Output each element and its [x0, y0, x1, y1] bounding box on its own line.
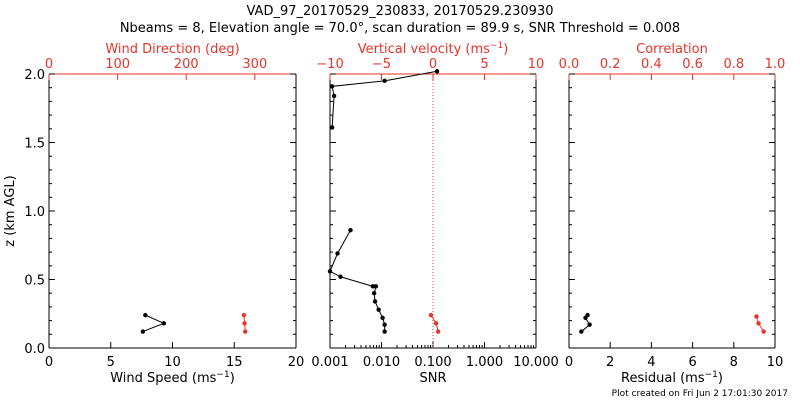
figure-title: VAD_97_20170529_230833, 20170529.230930	[247, 4, 554, 19]
top-x-tick-label: 100	[105, 57, 130, 72]
top-x-tick-label: 0.4	[641, 57, 662, 72]
data-point	[329, 125, 335, 130]
x-tick-label: 0	[45, 355, 53, 370]
data-point	[579, 329, 584, 334]
data-point	[435, 329, 441, 334]
series-line	[142, 314, 166, 333]
data-point	[585, 312, 590, 318]
top-axis-label: Correlation	[636, 42, 708, 57]
x-tick-label: 10	[164, 355, 181, 370]
series-line	[329, 229, 386, 332]
y-tick-label: 0.0	[24, 342, 45, 357]
top-x-tick-label: 200	[174, 57, 199, 72]
data-point	[140, 329, 146, 334]
top-x-tick-label: 0.6	[682, 57, 703, 72]
top-x-tick-label: 0.2	[600, 57, 621, 72]
x-tick-label: 0	[565, 355, 573, 370]
x-axis-label: Wind Speed (ms−1)	[110, 370, 235, 386]
x-tick-label: 0.001	[311, 355, 348, 370]
x-tick-label: 2	[606, 355, 614, 370]
top-x-tick-label: 1.0	[765, 57, 786, 72]
data-point	[338, 274, 343, 279]
x-tick-label: 6	[688, 355, 696, 370]
data-point	[376, 307, 381, 312]
y-tick-label: 0.5	[24, 274, 45, 289]
data-point	[434, 69, 440, 74]
x-tick-label: 4	[647, 355, 655, 370]
top-axis-label: Vertical velocity (ms−1)	[358, 41, 509, 57]
x-tick-label: 5	[107, 355, 115, 370]
y-axis-label: z (km AGL)	[3, 175, 18, 246]
x-axis-label: Residual (ms−1)	[621, 370, 723, 386]
data-point	[372, 299, 378, 304]
x-tick-label: 8	[730, 355, 738, 370]
top-x-tick-label: −5	[372, 57, 391, 72]
y-tick-label: 1.0	[24, 205, 45, 220]
data-point	[143, 312, 148, 318]
x-tick-label: 15	[226, 355, 243, 370]
x-tick-label: 10.000	[513, 355, 559, 370]
x-tick-label: 0.010	[363, 355, 400, 370]
data-point	[380, 315, 385, 321]
data-point	[382, 78, 387, 84]
top-x-tick-label: 0	[429, 57, 437, 72]
data-point	[754, 314, 759, 319]
panel-snr: 0.001 0.010 0.100 1.000 10.000 SNR −10 −5 0 5 10 Ve…	[311, 41, 558, 386]
top-x-tick-label: −10	[316, 57, 343, 72]
panel-wind: 0.0 0.5 1.0 1.5 2.0 z (km AGL) 0 5 10 15 20 Wind Sp…	[3, 42, 304, 386]
data-point	[382, 329, 387, 334]
data-point	[348, 227, 353, 233]
x-tick-label: 20	[288, 355, 305, 370]
data-point	[331, 93, 337, 99]
data-point	[243, 329, 248, 334]
top-axis-label: Wind Direction (deg)	[105, 42, 239, 57]
top-x-tick-label: 0	[45, 57, 53, 72]
data-point	[433, 321, 439, 326]
top-x-tick-label: 5	[480, 57, 488, 72]
data-point	[370, 284, 376, 289]
x-tick-label: 0.100	[414, 355, 451, 370]
x-axis-label: SNR	[419, 371, 446, 386]
figure-subtitle: Nbeams = 8, Elevation angle = 70.0°, sca…	[120, 21, 680, 36]
data-point	[161, 321, 167, 326]
data-point	[371, 291, 377, 296]
data-point	[373, 284, 379, 289]
data-point	[428, 312, 434, 318]
data-point	[335, 251, 340, 256]
top-x-tick-label: 300	[242, 57, 267, 72]
top-x-tick-label: 0.8	[723, 57, 744, 72]
data-point	[382, 322, 387, 327]
y-tick-label: 2.0	[24, 68, 45, 83]
data-point	[761, 329, 766, 334]
data-point	[241, 312, 247, 318]
data-point	[242, 321, 247, 326]
data-point	[329, 84, 335, 89]
x-tick-label: 10	[767, 355, 784, 370]
top-x-tick-label: 10	[528, 57, 545, 72]
top-x-tick-label: 0.0	[559, 57, 580, 72]
data-point	[756, 321, 761, 326]
data-point	[587, 322, 592, 327]
panel-residual: 0 2 4 6 8 10 Residual (ms−1) 0.0 0.2 0.4 0.6 0.8 1.0…	[559, 42, 786, 386]
data-point	[327, 269, 333, 274]
plot-created-footer: Plot created on Fri Jun 2 17:01:30 2017	[612, 389, 788, 399]
y-tick-label: 1.5	[24, 137, 45, 152]
x-tick-label: 1.000	[466, 355, 503, 370]
